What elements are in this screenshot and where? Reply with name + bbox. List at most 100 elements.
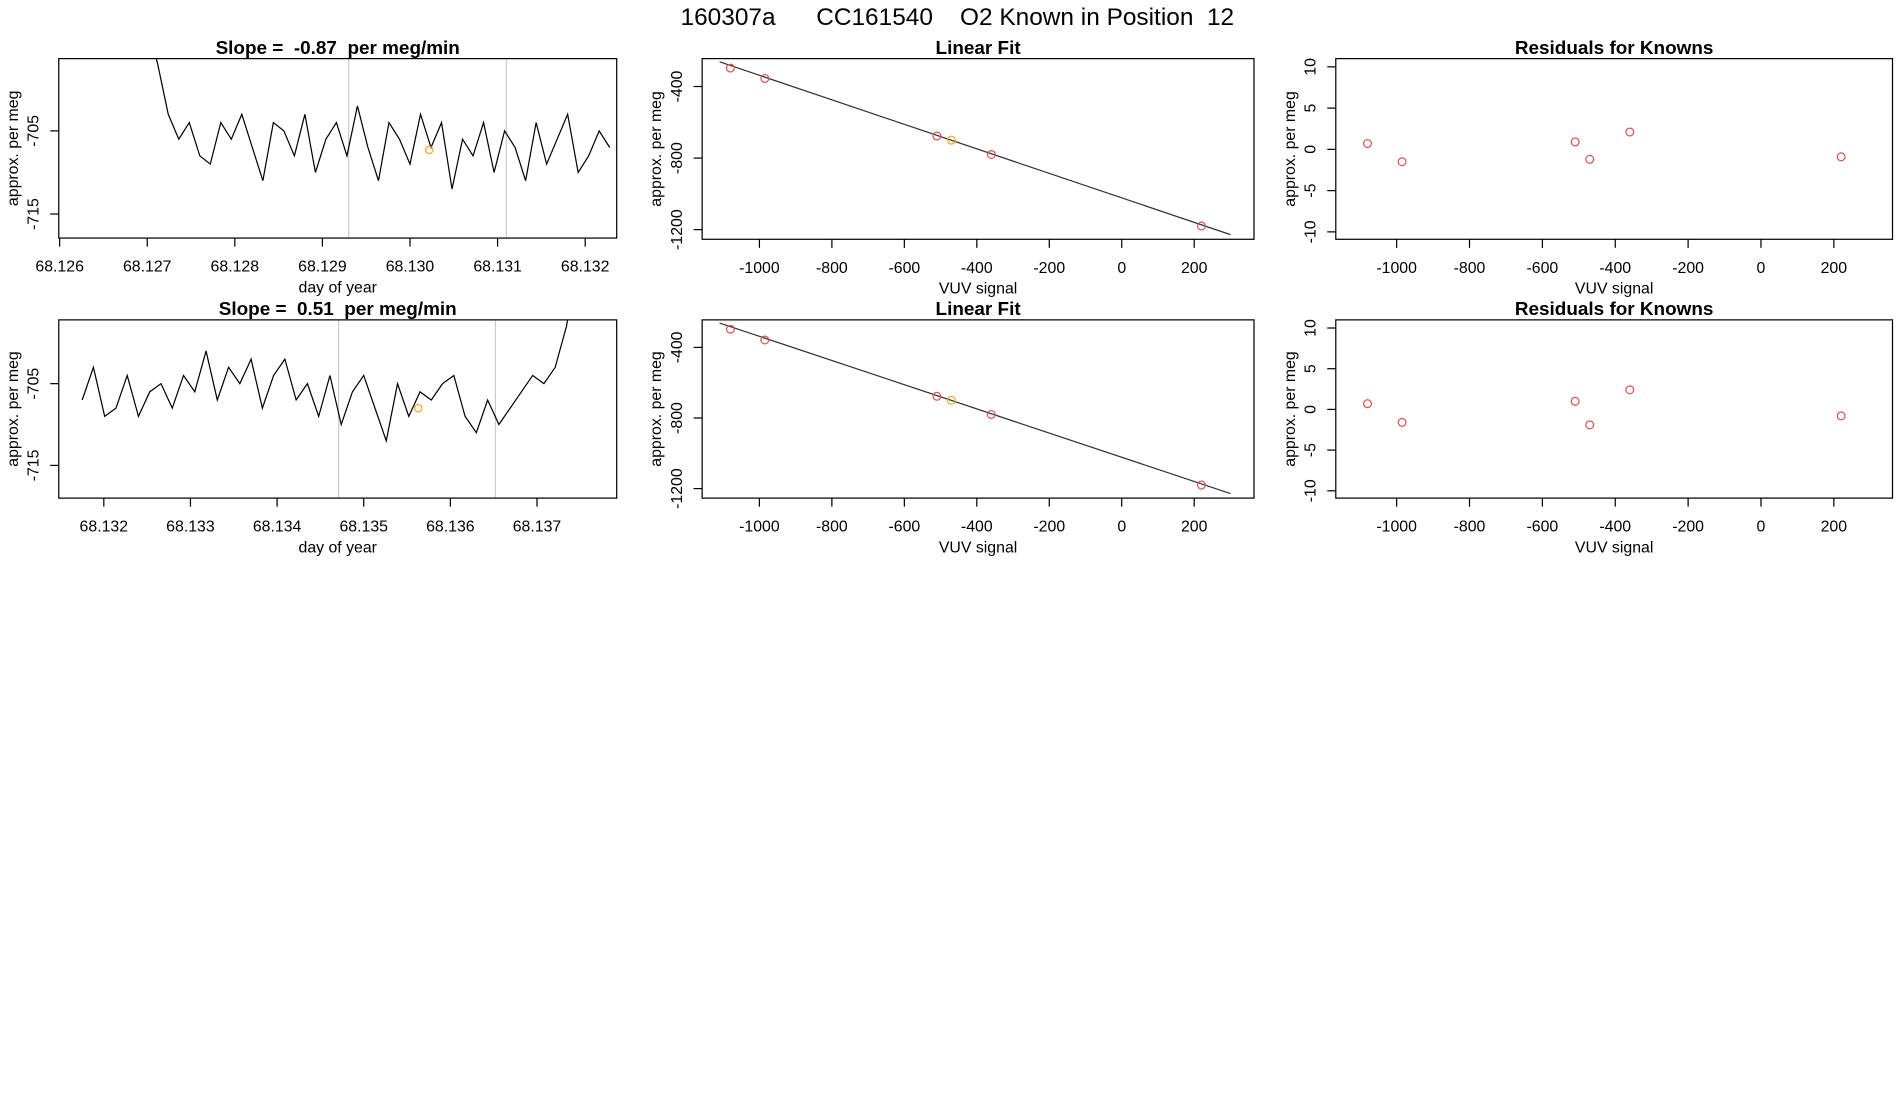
point (1196, 480, 1206, 490)
point (932, 391, 942, 401)
fit-line (719, 322, 1231, 495)
point (725, 324, 735, 334)
point (932, 131, 942, 141)
x-axis-label: day of year (299, 539, 378, 556)
y-tick-label: 10 (1303, 58, 1320, 76)
x-tick-label: 200 (1821, 519, 1848, 536)
y-tick-label: -1200 (669, 468, 686, 509)
plot-area (1362, 127, 1846, 167)
y-tick-label: -5 (1303, 443, 1320, 457)
x-tick-label: 200 (1821, 260, 1848, 277)
x-tick-label: -1000 (1376, 519, 1417, 536)
x-tick-label: -200 (1033, 260, 1065, 277)
x-tick-label: -800 (1454, 519, 1486, 536)
plot-frame (701, 57, 1255, 240)
point (760, 73, 770, 83)
x-tick-label: 68.127 (123, 259, 172, 276)
x-tick-label: -400 (1599, 260, 1631, 277)
panel-title: Linear Fit (936, 299, 1022, 320)
x-tick-label: 0 (1757, 260, 1766, 277)
point (1625, 127, 1635, 137)
point (1397, 417, 1407, 427)
x-axis-label: VUV signal (1575, 281, 1653, 298)
x-tick-label: 68.129 (298, 259, 347, 276)
plot-frame (1335, 319, 1894, 499)
x-tick-label: -200 (1672, 519, 1704, 536)
y-axis-label: approx. per meg (1282, 91, 1299, 206)
x-tick-label: 68.133 (166, 519, 215, 536)
x-tick-label: -600 (1527, 260, 1559, 277)
plot-area (719, 61, 1231, 236)
plot-area (719, 322, 1231, 495)
x-tick-label: 68.136 (426, 519, 475, 536)
y-tick-label: -5 (1303, 183, 1320, 197)
plot-area (155, 58, 611, 239)
point (1585, 154, 1595, 164)
x-tick-label: -200 (1672, 260, 1704, 277)
x-tick-label: 68.137 (513, 519, 562, 536)
y-tick-label: 0 (1303, 405, 1320, 414)
point (986, 409, 996, 419)
y-tick-label: -715 (26, 449, 43, 481)
figure-title: 160307a CC161540 O2 Known in Position 12 (681, 4, 1235, 31)
point (1362, 399, 1373, 409)
x-tick-label: -600 (888, 260, 920, 277)
highlight-point (424, 145, 434, 155)
point (1570, 137, 1580, 147)
x-axis-label: VUV signal (939, 281, 1017, 298)
point (760, 335, 770, 345)
x-tick-label: -1000 (739, 260, 780, 277)
y-tick-label: -715 (26, 198, 43, 230)
y-tick-label: -705 (26, 115, 43, 147)
point (1397, 157, 1407, 167)
y-axis-label: approx. per meg (5, 91, 22, 206)
x-tick-label: 68.134 (253, 519, 302, 536)
y-axis-label: approx. per meg (5, 351, 22, 466)
point (1625, 385, 1635, 395)
plot-area (1362, 385, 1846, 430)
panel: Residuals for Knowns VUV signal approx. pe… (1282, 299, 1894, 556)
y-tick-label: -10 (1303, 479, 1320, 502)
panel: Linear Fit VUV signal approx. per meg -1000… (648, 299, 1255, 556)
panel-title: Slope = 0.51 per meg/min (219, 299, 457, 320)
x-tick-label: -1000 (739, 519, 780, 536)
y-tick-label: -800 (669, 142, 686, 174)
point (986, 149, 996, 160)
x-axis-label: day of year (299, 279, 378, 296)
y-tick-label: -800 (669, 402, 686, 434)
plot-frame (1335, 57, 1894, 240)
x-tick-label: 68.130 (386, 259, 435, 276)
x-tick-label: 68.135 (339, 519, 388, 536)
x-tick-label: 200 (1181, 260, 1208, 277)
x-tick-label: -200 (1033, 519, 1065, 536)
y-axis-label: approx. per meg (648, 91, 665, 206)
y-tick-label: 10 (1303, 319, 1320, 337)
panel: Linear Fit VUV signal approx. per meg -1000… (648, 38, 1255, 298)
y-axis-label: approx. per meg (648, 351, 665, 466)
point (725, 63, 735, 73)
x-tick-label: 0 (1117, 260, 1126, 277)
x-tick-label: -1000 (1376, 260, 1417, 277)
plot-frame (701, 319, 1255, 499)
x-tick-label: -800 (816, 260, 848, 277)
y-tick-label: -1200 (669, 209, 686, 250)
x-tick-label: -400 (961, 260, 993, 277)
panel-title: Linear Fit (936, 38, 1022, 59)
data-line (155, 58, 611, 190)
x-tick-label: 200 (1181, 519, 1208, 536)
panel-title: Slope = -0.87 per meg/min (216, 38, 460, 59)
x-tick-label: -400 (1599, 519, 1631, 536)
point (1836, 411, 1846, 421)
x-tick-label: 68.131 (473, 259, 522, 276)
x-axis-label: VUV signal (1575, 539, 1653, 556)
x-axis-label: VUV signal (939, 539, 1017, 556)
point (1362, 139, 1373, 149)
x-tick-label: -400 (961, 519, 993, 536)
point (1585, 420, 1595, 430)
x-tick-label: 0 (1117, 519, 1126, 536)
x-tick-label: 68.126 (35, 259, 84, 276)
x-tick-label: 68.132 (561, 259, 610, 276)
y-tick-label: -705 (26, 368, 43, 400)
x-tick-label: 68.132 (80, 519, 129, 536)
